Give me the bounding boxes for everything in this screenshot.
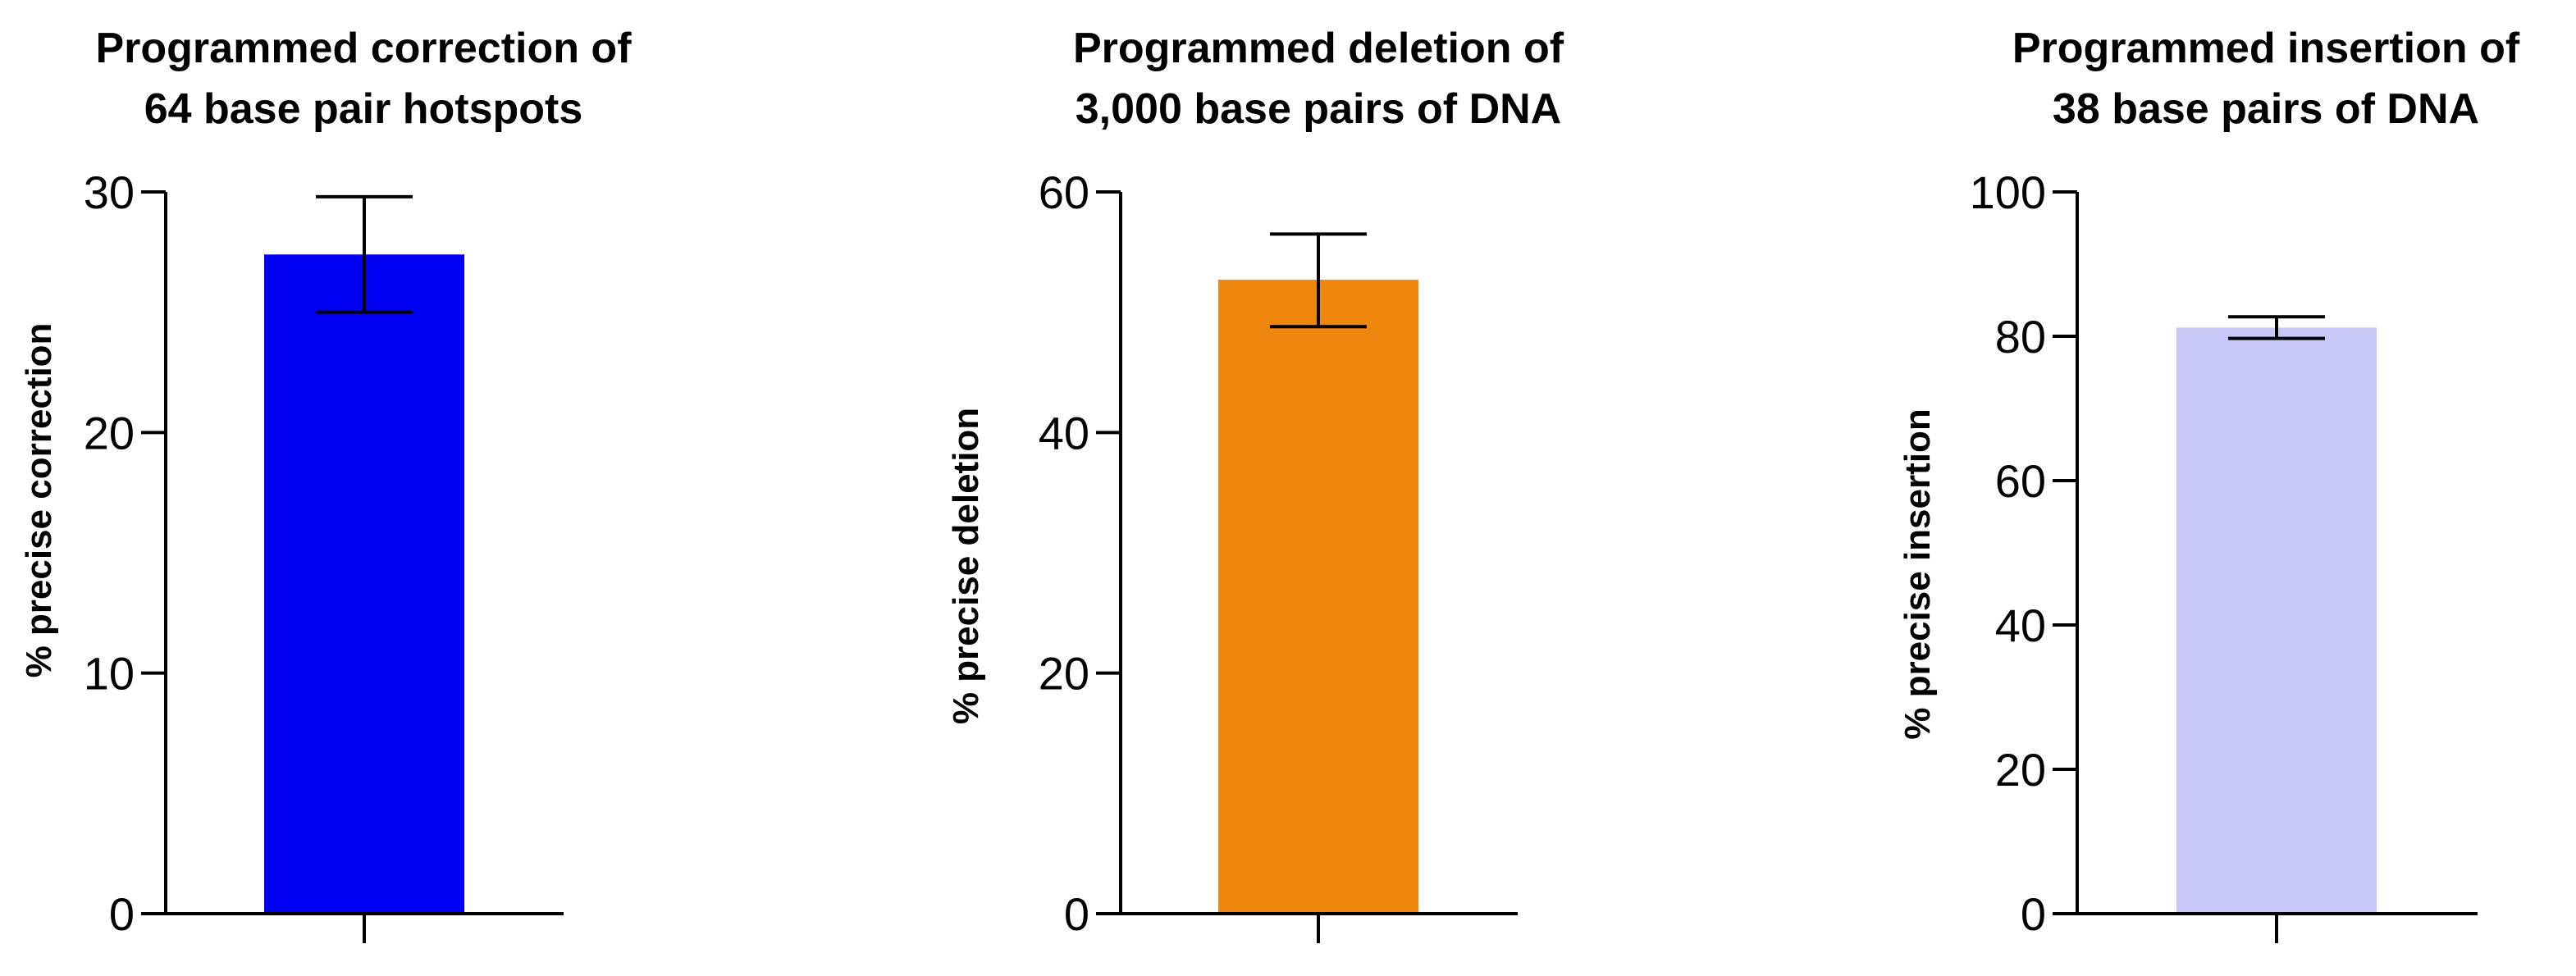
bar-marks — [1218, 232, 1418, 943]
bar-marks — [2176, 315, 2377, 943]
bar — [1218, 280, 1418, 914]
y-axis-ticks: 0 10 20 30 — [84, 166, 166, 940]
chart-title-line-1: Programmed correction of — [95, 25, 632, 72]
y-tick-label: 30 — [84, 166, 135, 218]
chart-panel-insertion: Programmed insertion of 38 base pairs of… — [1898, 25, 2520, 943]
chart-title-line-1: Programmed insertion of — [2012, 25, 2520, 72]
y-tick-label: 100 — [1970, 166, 2046, 218]
y-tick-label: 60 — [1039, 166, 1089, 218]
bar-marks — [264, 194, 464, 943]
chart-title-line-2: 3,000 base pairs of DNA — [1076, 85, 1561, 133]
y-axis-label: % precise deletion — [946, 408, 986, 724]
y-tick-label: 60 — [1995, 455, 2046, 507]
y-tick-label: 80 — [1995, 311, 2046, 363]
y-tick-label: 40 — [1039, 407, 1089, 458]
chart-panel-deletion: Programmed deletion of 3,000 base pairs … — [946, 25, 1564, 943]
chart-panel-correction: Programmed correction of 64 base pair ho… — [19, 25, 632, 943]
y-tick-label: 10 — [84, 648, 135, 700]
y-tick-label: 20 — [1995, 744, 2046, 796]
y-axis-label: % precise correction — [19, 323, 59, 678]
y-axis-ticks: 0 20 40 60 80 100 — [1970, 166, 2077, 940]
chart-title-line-2: 38 base pairs of DNA — [2053, 85, 2479, 133]
bar — [264, 254, 464, 914]
chart-title-line-1: Programmed deletion of — [1073, 25, 1564, 72]
y-axis-label: % precise insertion — [1898, 408, 1938, 739]
y-tick-label: 0 — [1064, 888, 1089, 940]
y-tick-label: 20 — [1039, 648, 1089, 700]
chart-title-line-2: 64 base pair hotspots — [144, 85, 583, 133]
bar — [2176, 327, 2377, 914]
y-tick-label: 20 — [84, 407, 135, 458]
y-axis-ticks: 0 20 40 60 — [1039, 166, 1121, 940]
y-tick-label: 40 — [1995, 600, 2046, 651]
y-tick-label: 0 — [2021, 888, 2046, 940]
y-tick-label: 0 — [109, 888, 135, 940]
